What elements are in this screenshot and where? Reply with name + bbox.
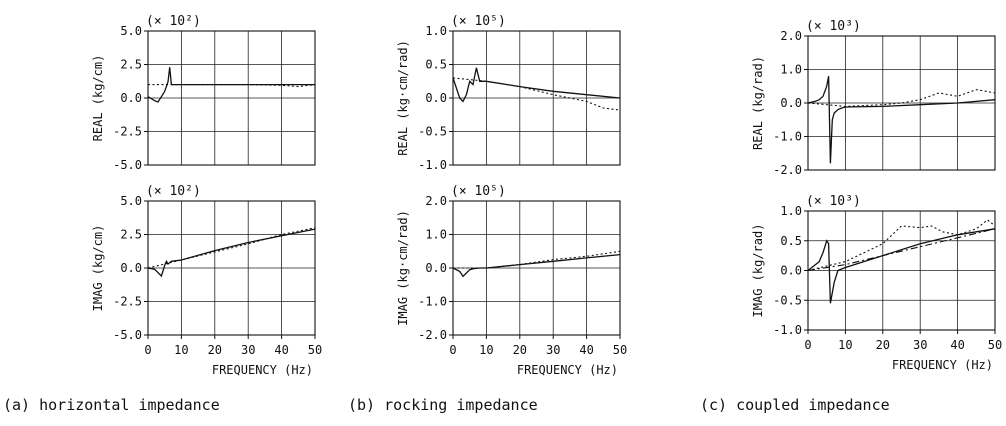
series-line-dashed	[807, 89, 996, 107]
series-line-solid	[807, 228, 996, 304]
caption-coupled: (c) coupled impedance	[700, 396, 890, 414]
y-tick-label: 1.0	[425, 24, 447, 38]
x-tick-label: 40	[950, 338, 964, 352]
series-line-solid	[807, 76, 996, 164]
x-axis-label: FREQUENCY (Hz)	[517, 363, 618, 377]
y-tick-label: 0.0	[425, 261, 447, 275]
y-tick-label: 0.5	[780, 234, 802, 248]
x-tick-label: 0	[449, 343, 456, 357]
scale-multiplier: (× 10⁵)	[451, 14, 506, 29]
x-tick-label: 30	[546, 343, 560, 357]
x-tick-label: 40	[274, 343, 288, 357]
y-tick-label: -1.0	[418, 158, 447, 172]
x-axis-label: FREQUENCY (Hz)	[212, 363, 313, 377]
caption-horizontal: (a) horizontal impedance	[3, 396, 220, 414]
y-tick-label: 0.0	[780, 264, 802, 278]
y-axis-label: REAL (kg/cm)	[91, 55, 105, 142]
y-tick-label: -5.0	[113, 158, 142, 172]
y-tick-label: 2.5	[120, 228, 142, 242]
panel-a_imag: 5.0 2.5 0.0 -2.5 -5.00 10 20 30 40 50 FREQUENCY (H…	[91, 184, 322, 377]
y-tick-label: 1.0	[780, 63, 802, 77]
series-line-solid	[452, 67, 621, 103]
y-tick-label: 1.0	[425, 228, 447, 242]
y-tick-label: 0.5	[425, 58, 447, 72]
caption-rocking: (b) rocking impedance	[348, 396, 538, 414]
x-tick-label: 40	[579, 343, 593, 357]
y-tick-label: 5.0	[120, 24, 142, 38]
y-tick-label: 2.5	[120, 58, 142, 72]
y-axis-label: REAL (kg/rad)	[751, 56, 765, 150]
y-tick-label: -5.0	[113, 328, 142, 342]
y-tick-label: -1.0	[773, 130, 802, 144]
y-tick-label: 0.0	[425, 91, 447, 105]
y-axis-label: IMAG (kg/cm)	[91, 225, 105, 312]
x-axis-label: FREQUENCY (Hz)	[892, 358, 993, 372]
x-tick-label: 0	[144, 343, 151, 357]
panel-c_real: 2.0 1.0 0.0 -1.0 -2.0 (× 10³) REAL (kg/rad)	[751, 19, 996, 177]
scale-multiplier: (× 10⁵)	[451, 184, 506, 199]
scale-multiplier: (× 10²)	[146, 14, 201, 29]
y-tick-label: 2.0	[425, 194, 447, 208]
y-axis-label: REAL (kg·cm/rad)	[396, 40, 410, 156]
scale-multiplier: (× 10²)	[146, 184, 201, 199]
series-line-dashed	[453, 250, 621, 269]
y-tick-label: 1.0	[780, 204, 802, 218]
y-tick-label: -1.0	[418, 295, 447, 309]
x-tick-label: 50	[613, 343, 627, 357]
y-axis-label: IMAG (kg·cm/rad)	[396, 210, 410, 326]
series-line-dashed	[147, 227, 316, 269]
series-line-dashed	[807, 219, 996, 272]
scale-multiplier: (× 10³)	[806, 194, 861, 209]
y-axis-label: IMAG (kg/rad)	[751, 224, 765, 318]
panel-c_imag: 1.0 0.5 0.0 -0.5 -1.00 10 20 30 40 50 FREQUENCY (H…	[751, 194, 1002, 372]
y-tick-label: -2.0	[418, 328, 447, 342]
x-tick-label: 0	[804, 338, 811, 352]
x-tick-label: 30	[241, 343, 255, 357]
x-tick-label: 10	[174, 343, 188, 357]
x-tick-label: 10	[838, 338, 852, 352]
y-tick-label: 0.0	[120, 261, 142, 275]
y-tick-label: -2.5	[113, 125, 142, 139]
panel-b_real: 1.0 0.5 0.0 -0.5 -1.0 (× 10⁵) REAL (kg·cm/rad)	[396, 14, 621, 172]
series-line-dashed	[452, 77, 621, 111]
y-tick-label: -0.5	[773, 293, 802, 307]
y-tick-label: 5.0	[120, 194, 142, 208]
y-tick-label: 0.0	[780, 96, 802, 110]
y-tick-label: -2.0	[773, 163, 802, 177]
x-tick-label: 50	[308, 343, 322, 357]
x-tick-label: 20	[876, 338, 890, 352]
x-tick-label: 30	[913, 338, 927, 352]
series-line-solid	[147, 67, 315, 103]
x-tick-label: 20	[513, 343, 527, 357]
y-tick-label: -0.5	[418, 125, 447, 139]
series-line-solid	[147, 228, 316, 278]
y-tick-label: 0.0	[120, 91, 142, 105]
y-tick-label: 2.0	[780, 29, 802, 43]
series-line-dashed	[148, 84, 316, 88]
y-tick-label: -2.5	[113, 295, 142, 309]
y-tick-label: -1.0	[773, 323, 802, 337]
series-line-solid	[452, 253, 621, 278]
x-tick-label: 10	[479, 343, 493, 357]
panel-b_imag: 2.0 1.0 0.0 -1.0 -2.00 10 20 30 40 50 FREQUENCY (H…	[396, 184, 627, 377]
scale-multiplier: (× 10³)	[806, 19, 861, 34]
x-tick-label: 50	[988, 338, 1002, 352]
panel-a_real: 5.0 2.5 0.0 -2.5 -5.0 (× 10²) REAL (kg/cm)	[91, 14, 316, 172]
x-tick-label: 20	[208, 343, 222, 357]
series-line-dashdot	[807, 228, 996, 272]
